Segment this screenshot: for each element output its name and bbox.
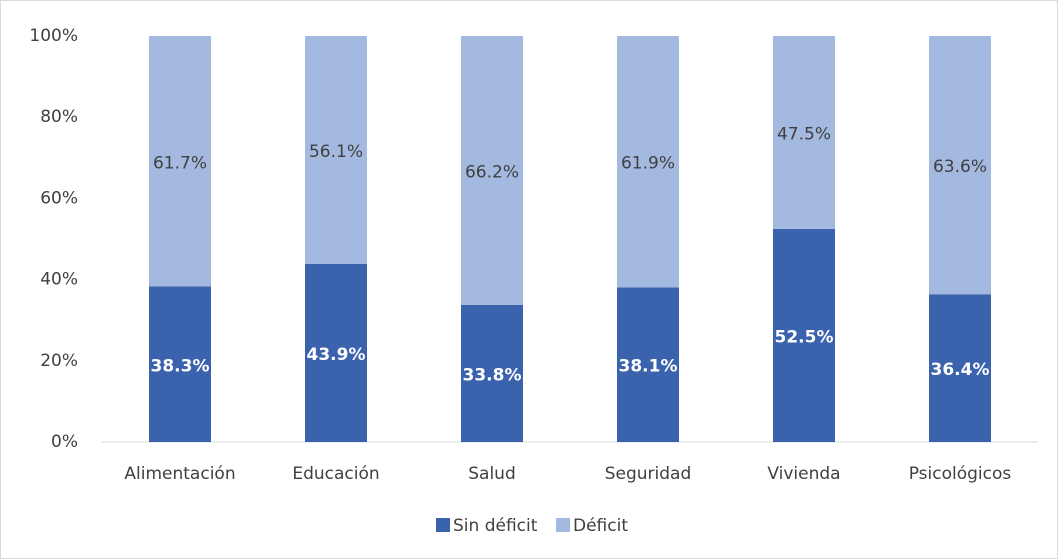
y-tick-label: 80%: [40, 107, 78, 127]
data-label: 61.9%: [621, 154, 675, 174]
bar-segment: [929, 294, 991, 442]
data-label: 61.7%: [153, 153, 207, 173]
legend-swatch: [436, 518, 450, 532]
y-tick-label: 100%: [29, 26, 78, 46]
bar-segment: [149, 286, 211, 442]
bar-segment: [305, 263, 367, 442]
x-tick-label: Salud: [468, 464, 516, 484]
bar-segment: [773, 36, 835, 229]
bar-segment: [149, 36, 211, 287]
data-label: 47.5%: [777, 124, 831, 144]
x-tick-label: Vivienda: [767, 464, 840, 484]
y-tick-label: 60%: [40, 188, 78, 208]
y-tick-label: 40%: [40, 270, 78, 290]
x-tick-label: Psicológicos: [909, 464, 1012, 484]
legend-swatch: [556, 518, 570, 532]
bar-segment: [461, 304, 523, 442]
bar-segment: [617, 287, 679, 442]
y-tick-label: 20%: [40, 351, 78, 371]
bar-segment: [773, 228, 835, 442]
data-label: 38.3%: [151, 356, 210, 376]
legend-label: Sin déficit: [453, 516, 538, 536]
data-label: 38.1%: [619, 357, 678, 377]
legend-label: Déficit: [573, 516, 628, 536]
data-label: 33.8%: [463, 365, 522, 385]
bar-segment: [461, 36, 523, 305]
bar-segment: [305, 36, 367, 264]
x-tick-label: Seguridad: [605, 464, 692, 484]
data-label: 63.6%: [933, 157, 987, 177]
x-tick-label: Alimentación: [124, 464, 235, 484]
data-label: 43.9%: [307, 345, 366, 365]
x-tick-label: Educación: [292, 464, 379, 484]
data-label: 36.4%: [931, 360, 990, 380]
bar-segment: [929, 36, 991, 295]
bar-segment: [617, 36, 679, 288]
y-tick-label: 0%: [51, 432, 78, 452]
data-label: 66.2%: [465, 162, 519, 182]
data-label: 52.5%: [775, 327, 834, 347]
data-label: 56.1%: [309, 142, 363, 162]
